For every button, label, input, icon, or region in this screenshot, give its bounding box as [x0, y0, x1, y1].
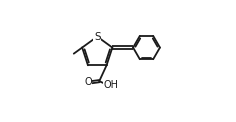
Text: O: O: [84, 77, 92, 87]
Text: OH: OH: [104, 80, 119, 90]
Text: S: S: [94, 32, 101, 42]
